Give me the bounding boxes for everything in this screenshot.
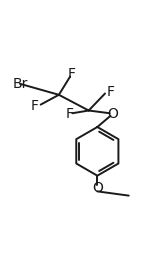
Text: F: F <box>66 107 74 121</box>
Text: F: F <box>68 67 75 81</box>
Text: O: O <box>92 181 103 195</box>
Text: Br: Br <box>13 77 28 91</box>
Text: O: O <box>108 107 119 121</box>
Text: F: F <box>30 99 38 113</box>
Text: F: F <box>107 85 115 99</box>
